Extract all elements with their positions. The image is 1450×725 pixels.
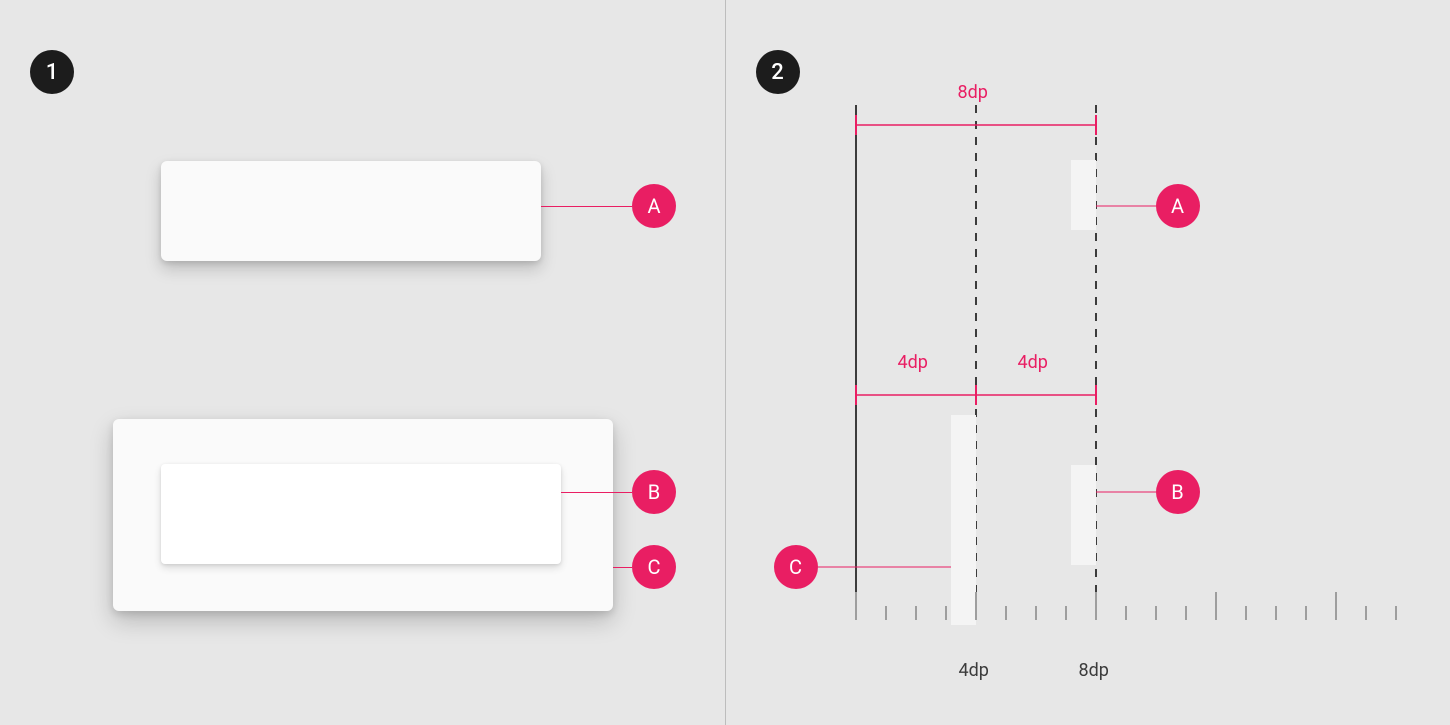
callout-badge-a: A bbox=[1156, 184, 1200, 228]
measure-label-4dp-left: 4dp bbox=[898, 352, 928, 373]
axis-label-4dp: 4dp bbox=[959, 660, 989, 681]
elevation-diagram bbox=[726, 0, 1450, 725]
callout-label: B bbox=[1171, 480, 1183, 504]
panel-number-badge-1: 1 bbox=[30, 50, 74, 94]
measure-label-4dp-right: 4dp bbox=[1018, 352, 1048, 373]
slab-a bbox=[1071, 160, 1096, 230]
callout-badge-c: C bbox=[774, 545, 818, 589]
callout-label: C bbox=[789, 555, 802, 579]
panel-number-label: 1 bbox=[46, 60, 59, 85]
callout-label: A bbox=[1171, 194, 1184, 218]
callout-label: A bbox=[647, 194, 660, 218]
callout-badge-a: A bbox=[632, 184, 676, 228]
ruler-ticks bbox=[856, 592, 1396, 620]
callout-label: C bbox=[647, 555, 660, 579]
card-b bbox=[161, 464, 561, 564]
diagram-canvas: 1 A B C 2 bbox=[0, 0, 1450, 725]
axis-label-8dp: 8dp bbox=[1079, 660, 1109, 681]
slab-b bbox=[1071, 465, 1096, 565]
callout-badge-c: C bbox=[632, 545, 676, 589]
leader-line-c bbox=[613, 567, 632, 568]
callout-badge-b: B bbox=[1156, 470, 1200, 514]
slab-c bbox=[951, 415, 976, 625]
panel-2: 2 bbox=[726, 0, 1450, 725]
leader-line-a bbox=[541, 206, 632, 207]
measure-label-8dp: 8dp bbox=[958, 82, 988, 103]
callout-label: B bbox=[648, 480, 660, 504]
callout-badge-b: B bbox=[632, 470, 676, 514]
leader-line-b bbox=[561, 492, 632, 493]
panel-1: 1 A B C bbox=[0, 0, 726, 725]
card-a bbox=[161, 161, 541, 261]
